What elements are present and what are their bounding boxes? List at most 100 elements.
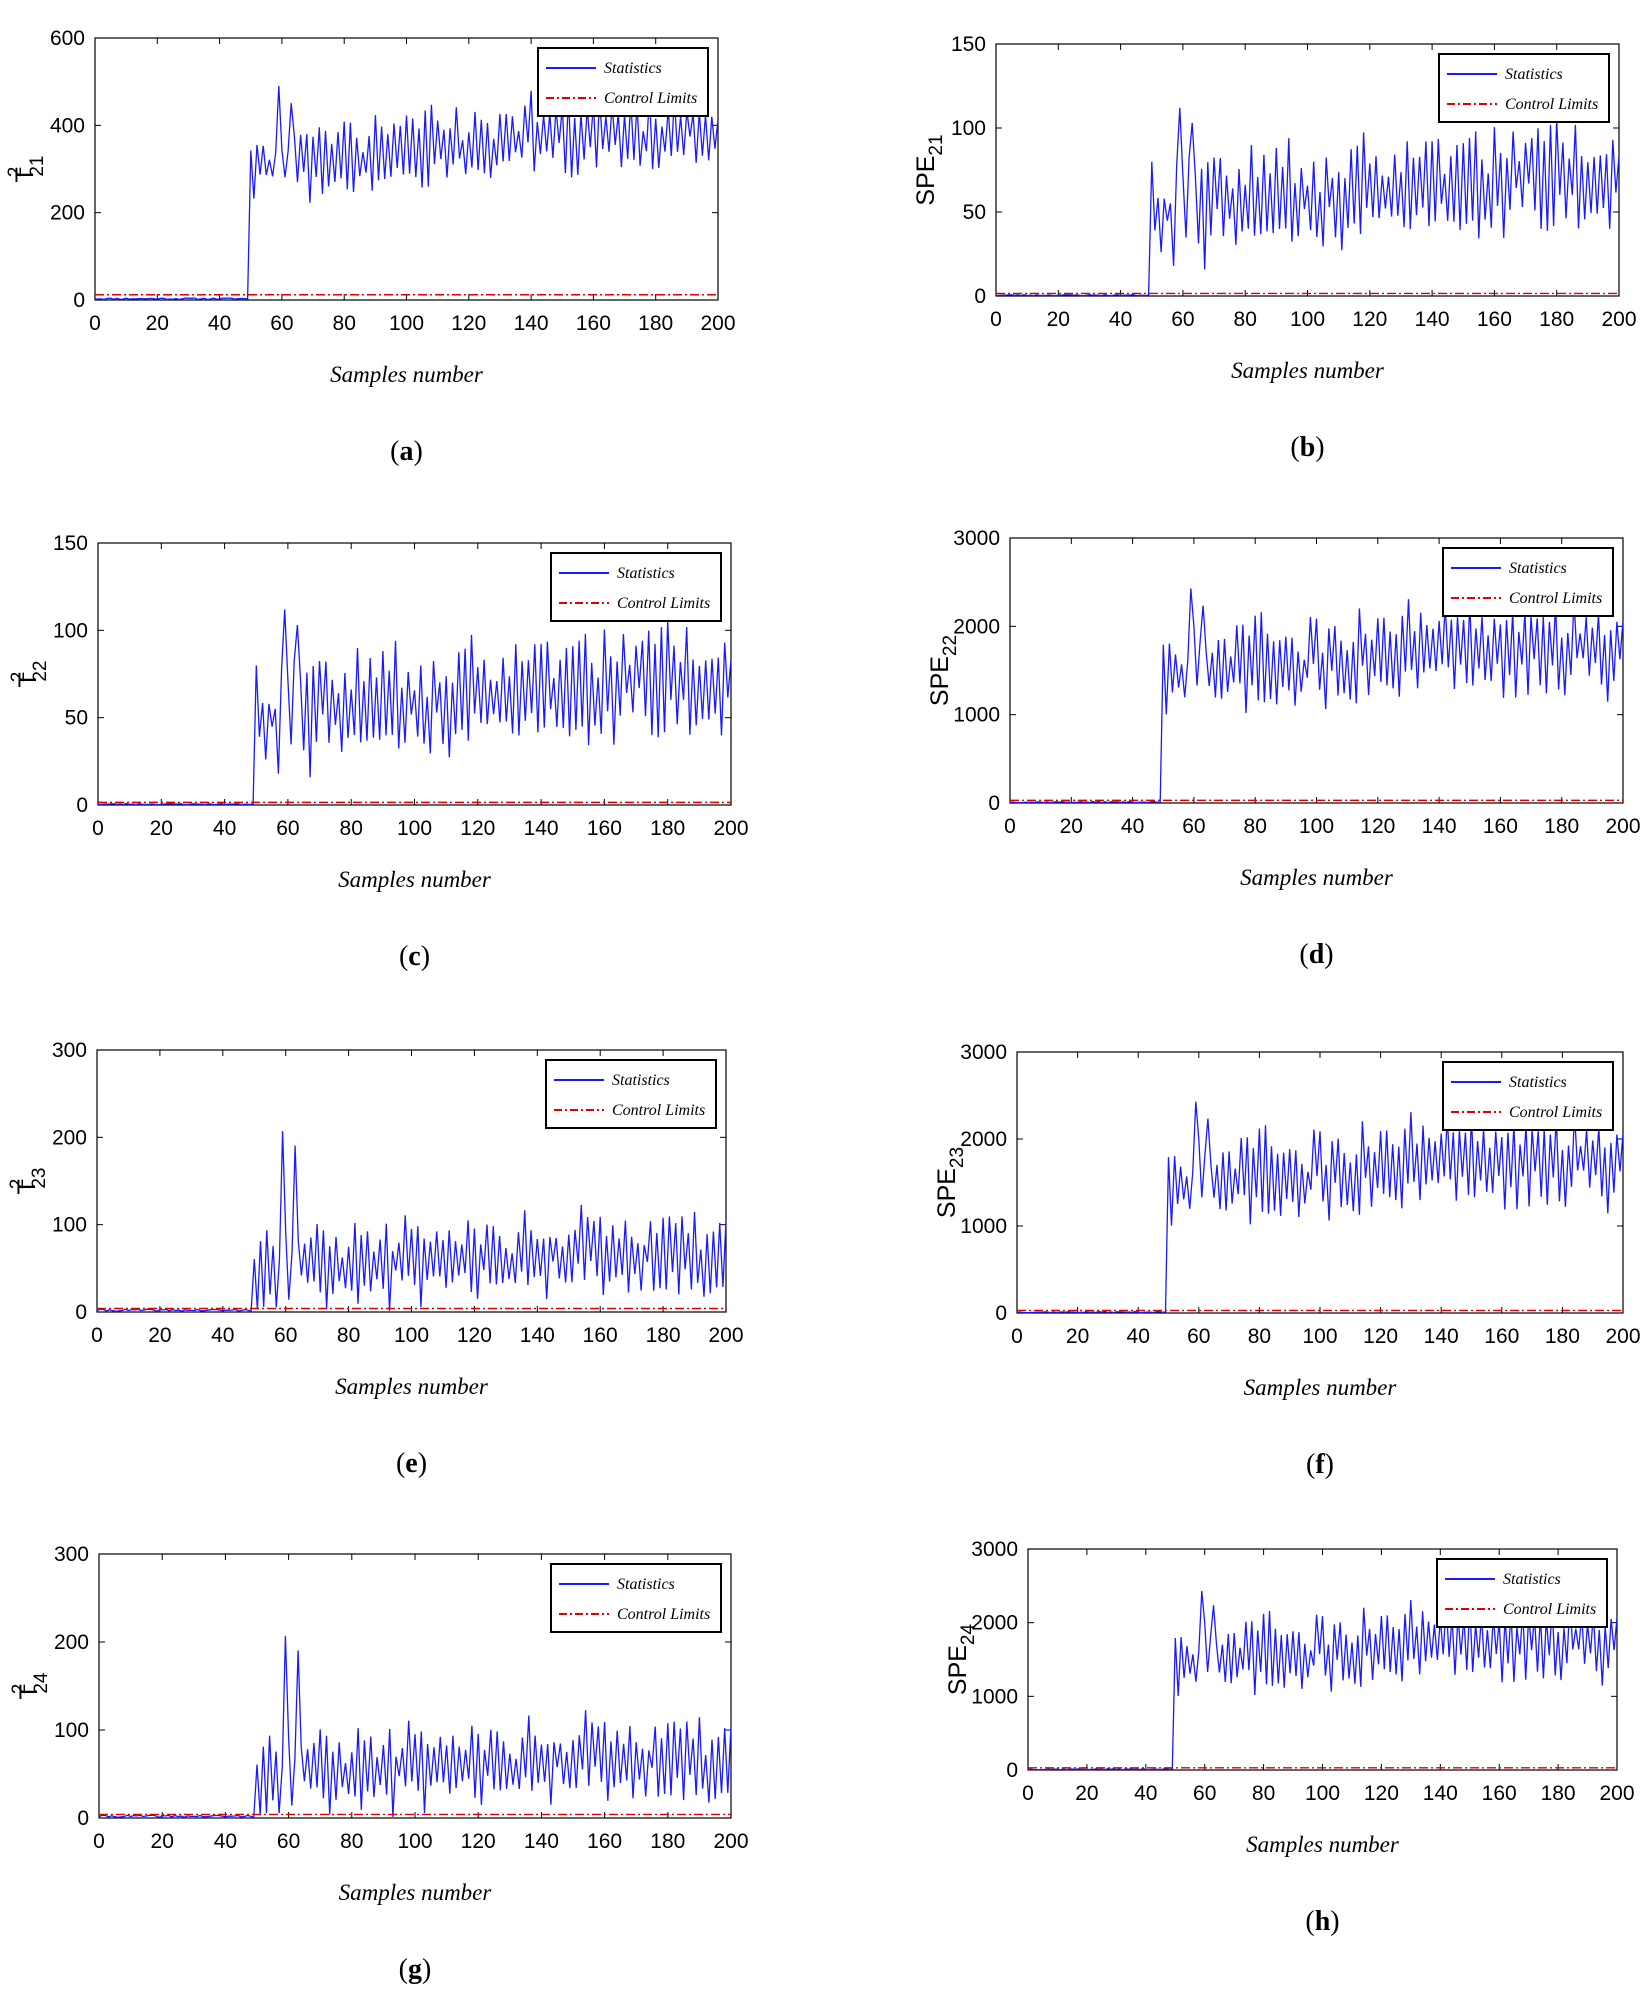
legend-box	[1436, 1558, 1608, 1628]
series-statistics-line	[97, 609, 732, 806]
y-tick-label: 1000	[953, 704, 1000, 727]
x-tick-label: 180	[1545, 1325, 1580, 1348]
x-tick-label: 160	[576, 312, 611, 335]
x-tick-label: 0	[1004, 815, 1016, 838]
legend-label-statistics: Statistics	[617, 565, 675, 582]
x-tick-label: 180	[650, 1830, 685, 1853]
y-axis-label: SPE21	[912, 134, 947, 205]
y-tick-label: 200	[52, 1126, 87, 1149]
x-tick-label: 180	[1541, 1782, 1576, 1805]
panel-caption: (d)	[1299, 939, 1333, 970]
y-tick-label: 3000	[960, 1041, 1007, 1064]
legend-label-control-limits: Control Limits	[617, 595, 710, 612]
panel-caption: (b)	[1290, 432, 1324, 463]
legend-label-statistics: Statistics	[604, 60, 662, 77]
x-tick-label: 140	[1424, 1325, 1459, 1348]
x-tick-label: 0	[93, 1830, 105, 1853]
legend-box	[545, 1059, 717, 1129]
x-tick-label: 160	[1483, 815, 1518, 838]
y-axis-label-sup: 2	[5, 167, 26, 178]
legend-label-control-limits: Control Limits	[1509, 590, 1602, 607]
chart-panel-f: 0 20 40 60 80 100 120 140 160 180 2000100020003000…	[933, 1041, 1641, 1480]
y-tick-label: 150	[951, 33, 986, 56]
x-tick-label: 140	[520, 1324, 555, 1347]
y-tick-label: 0	[988, 792, 1000, 815]
legend-label-statistics: Statistics	[1509, 1074, 1567, 1091]
y-axis-label-sub: 22	[30, 661, 51, 682]
y-axis-label-sub: 24	[31, 1672, 52, 1694]
legend-box	[1442, 547, 1614, 617]
x-tick-label: 120	[460, 817, 495, 840]
x-tick-label: 180	[1544, 815, 1579, 838]
x-tick-label: 20	[1075, 1782, 1098, 1805]
y-tick-label: 0	[974, 285, 986, 308]
x-tick-label: 140	[1422, 815, 1457, 838]
panel-caption: (c)	[399, 941, 430, 972]
y-axis-label: SPE23	[933, 1147, 968, 1218]
x-tick-label: 100	[1299, 815, 1334, 838]
y-tick-label: 0	[77, 1807, 89, 1830]
x-tick-label: 80	[1244, 815, 1267, 838]
x-tick-label: 100	[397, 817, 432, 840]
legend-label-control-limits: Control Limits	[1505, 96, 1598, 113]
chart-panel-c: 0 20 40 60 80 100 120 140 160 180 200 0 50 100 150 Stat…	[8, 532, 749, 972]
y-tick-label: 0	[73, 289, 85, 312]
series-statistics-line	[995, 107, 1620, 297]
x-tick-label: 200	[1601, 308, 1636, 331]
legend-label-control-limits: Control Limits	[604, 90, 697, 107]
x-tick-label: 120	[1360, 815, 1395, 838]
x-tick-label: 120	[461, 1830, 496, 1853]
x-axis-label: Samples number	[330, 362, 484, 387]
y-axis-label-sup: 2	[7, 1179, 28, 1190]
y-tick-label: 50	[963, 201, 986, 224]
y-axis-label-sub: 21	[926, 134, 947, 155]
x-tick-label: 60	[270, 312, 293, 335]
y-tick-label: 2000	[960, 1128, 1007, 1151]
x-tick-label: 100	[397, 1830, 432, 1853]
x-tick-label: 20	[146, 312, 169, 335]
y-axis-label-sub: 23	[947, 1147, 968, 1168]
x-tick-label: 80	[333, 312, 356, 335]
y-tick-label: 0	[76, 794, 88, 817]
x-tick-label: 140	[1423, 1782, 1458, 1805]
legend-box	[1438, 53, 1610, 123]
x-tick-label: 40	[214, 1830, 237, 1853]
legend-box	[550, 1563, 722, 1633]
x-tick-label: 20	[1066, 1325, 1089, 1348]
x-tick-label: 40	[1127, 1325, 1150, 1348]
x-tick-label: 140	[524, 1830, 559, 1853]
x-tick-label: 80	[337, 1324, 360, 1347]
legend-label-control-limits: Control Limits	[1509, 1104, 1602, 1121]
y-axis-label: SPE22	[926, 635, 961, 706]
x-tick-label: 100	[1305, 1782, 1340, 1805]
y-tick-label: 2000	[971, 1612, 1018, 1635]
y-tick-label: 3000	[953, 527, 1000, 550]
legend-label-statistics: Statistics	[1509, 560, 1567, 577]
panel-caption: (h)	[1305, 1906, 1339, 1937]
x-tick-label: 180	[638, 312, 673, 335]
legend-box	[550, 552, 722, 622]
legend-box	[1442, 1061, 1614, 1131]
x-tick-label: 0	[92, 817, 104, 840]
x-tick-label: 20	[1060, 815, 1083, 838]
x-tick-label: 160	[587, 1830, 622, 1853]
y-tick-label: 300	[52, 1039, 87, 1062]
x-tick-label: 160	[583, 1324, 618, 1347]
x-tick-label: 160	[1477, 308, 1512, 331]
x-tick-label: 200	[713, 817, 748, 840]
y-axis-label: T224	[9, 1672, 52, 1699]
x-tick-label: 120	[451, 312, 486, 335]
x-tick-label: 60	[277, 1830, 300, 1853]
series-statistics-line	[1009, 588, 1624, 804]
x-axis-label: Samples number	[1231, 358, 1385, 383]
legend-label-control-limits: Control Limits	[617, 1606, 710, 1623]
y-axis-label-sub: 22	[940, 635, 961, 656]
x-tick-label: 200	[1599, 1782, 1634, 1805]
chart-panel-b: 0 20 40 60 80 100 120 140 160 180 200 0 50 100 150 Stat…	[912, 33, 1637, 463]
x-tick-label: 40	[213, 817, 236, 840]
chart-panel-d: 0 20 40 60 80 100 120 140 160 180 2000100020003000…	[926, 527, 1641, 970]
legend-label-statistics: Statistics	[1505, 66, 1563, 83]
series-statistics-line	[96, 1131, 727, 1313]
x-axis-label: Samples number	[1246, 1832, 1400, 1857]
y-tick-label: 100	[54, 1719, 89, 1742]
